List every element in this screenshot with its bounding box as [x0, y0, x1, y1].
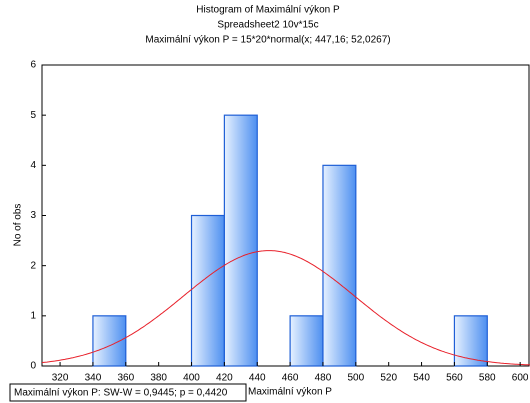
x-tick-label: 360	[117, 373, 134, 384]
x-tick-label: 340	[85, 373, 102, 384]
x-tick-label: 500	[347, 373, 364, 384]
y-tick-label: 5	[30, 110, 36, 121]
bar	[453, 315, 488, 367]
x-tick-label: 580	[479, 373, 496, 384]
y-tick-label: 2	[30, 260, 36, 271]
y-tick-label: 1	[30, 310, 36, 321]
y-tick-label: 3	[30, 210, 36, 221]
x-axis-label: Maximální výkon P	[248, 387, 332, 398]
bar	[190, 214, 225, 367]
normal-fit-curve	[42, 250, 530, 366]
x-tick-label: 480	[315, 373, 332, 384]
y-axis-label: No of obs	[13, 204, 24, 247]
chart-formula: Maximální výkon P = 15*20*normal(x; 447,…	[145, 35, 390, 46]
x-tick-label: 420	[216, 373, 233, 384]
x-tick-label: 520	[380, 373, 397, 384]
stats-box	[9, 383, 247, 402]
bar	[223, 114, 258, 367]
stats-text: Maximální výkon P: SW-W = 0,9445; p = 0,…	[14, 388, 228, 399]
bar	[322, 164, 357, 367]
x-tick-label: 400	[183, 373, 200, 384]
x-tick-label: 380	[150, 373, 167, 384]
x-tick-label: 600	[512, 373, 529, 384]
chart-title: Histogram of Maximální výkon P	[196, 5, 340, 16]
y-tick-label: 6	[30, 60, 36, 71]
x-tick-label: 460	[282, 373, 299, 384]
x-tick-label: 440	[249, 373, 266, 384]
x-tick-label: 540	[413, 373, 430, 384]
y-tick-label: 4	[30, 160, 36, 171]
bar	[289, 315, 324, 367]
x-tick-label: 320	[52, 373, 69, 384]
chart-subtitle: Spreadsheet2 10v*15c	[217, 20, 318, 31]
plot-area	[42, 114, 530, 367]
bar	[92, 315, 127, 367]
y-tick-label: 0	[30, 361, 36, 372]
x-tick-label: 560	[446, 373, 463, 384]
